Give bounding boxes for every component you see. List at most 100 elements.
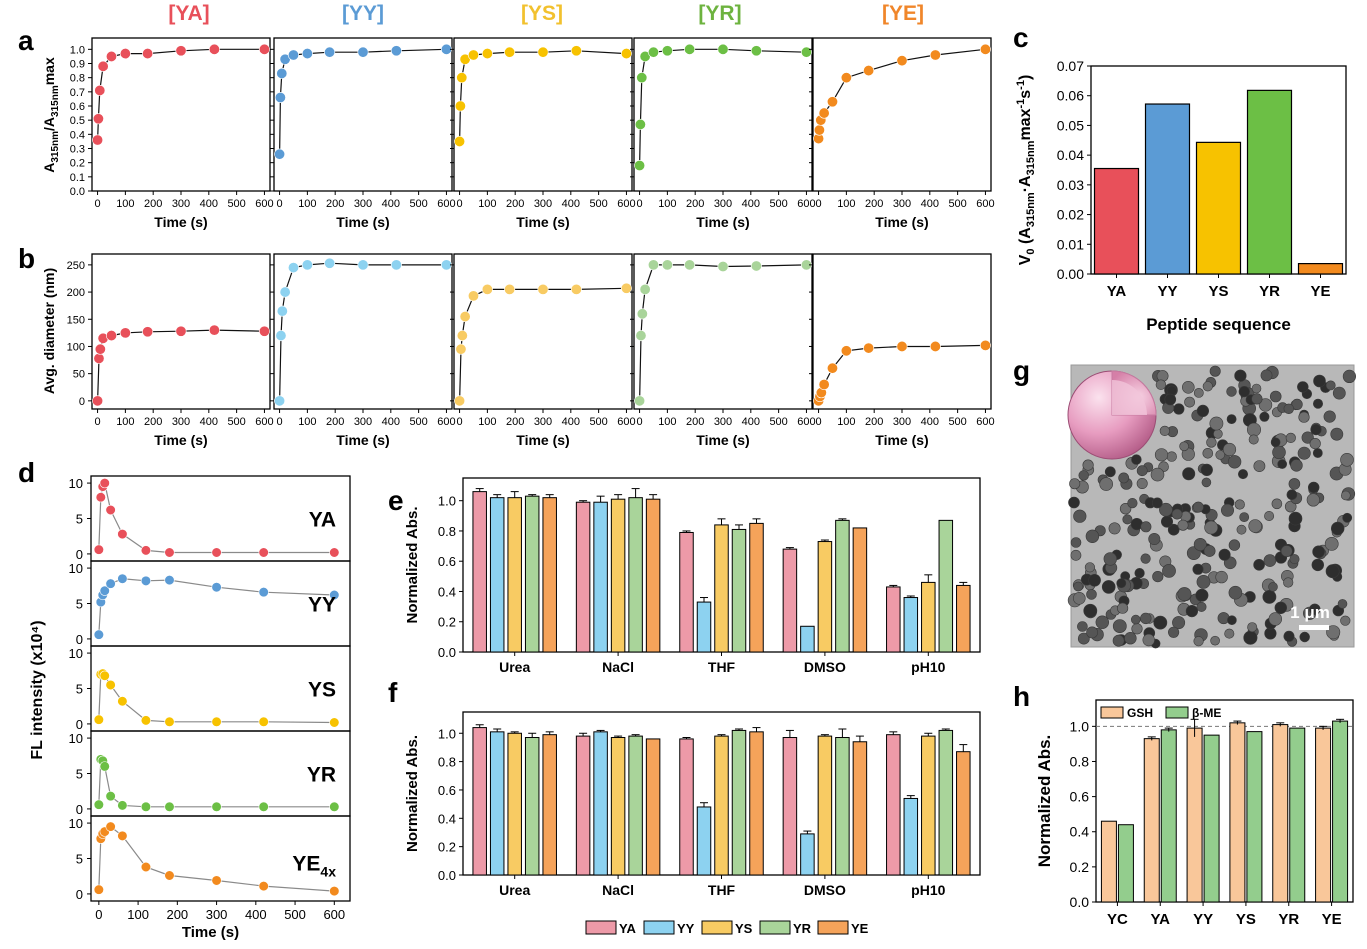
data-point (467, 290, 479, 302)
tem-particle (1337, 599, 1348, 609)
tem-particle (1298, 411, 1310, 423)
data-point (454, 100, 466, 112)
legend-label-ys: YS (735, 921, 753, 936)
tem-particle (1258, 398, 1273, 412)
data-point (717, 261, 729, 273)
bar-yr-ph10 (938, 729, 954, 876)
tem-particle (1262, 590, 1277, 604)
tem-particle (1228, 585, 1243, 600)
plot-frame (633, 37, 813, 192)
y-tick-label: 10 (69, 476, 83, 491)
tem-particle (1184, 396, 1195, 408)
tem-particle (1204, 520, 1219, 535)
tem-particle (1196, 404, 1209, 418)
x-tick-label: 600 (617, 198, 635, 210)
y-tick-label: 0.02 (1057, 207, 1084, 223)
tem-particle (1277, 459, 1287, 469)
y-tick-label: 0.1 (70, 172, 85, 184)
tem-particle (1095, 615, 1110, 629)
y-axis-label: FL intensity (x10⁴) (29, 620, 46, 759)
data-point (620, 48, 632, 60)
y-tick-label: 0.8 (438, 524, 456, 539)
fl-subplot-ya: 0 5 10 YA (69, 475, 351, 562)
bar-bme-yy (1203, 734, 1220, 903)
y-axis-label: Normalized Abs. (1035, 735, 1054, 868)
tem-particle (1131, 614, 1141, 625)
tem-particle (1086, 626, 1098, 639)
data-point (750, 45, 762, 57)
data-point (467, 49, 479, 61)
data-point (274, 148, 286, 160)
scale-bar-label: 1 μm (1290, 603, 1330, 622)
tem-particle (1202, 447, 1214, 459)
x-tick-label: 600 (323, 907, 345, 922)
y-axis-label-part: /A (41, 117, 57, 131)
y-tick-label: 1.0 (438, 726, 456, 741)
tem-particle (1116, 602, 1129, 614)
plot-frame (1095, 699, 1354, 903)
b-subplot-ya: 0 100 200 300 400 500 600 Time (s) 0 50 100 150 200 2… (67, 253, 274, 448)
tem-particle (1310, 424, 1322, 436)
tem-particle (1068, 496, 1080, 509)
fl-subplot-ys: 0 5 10 YS (69, 645, 351, 732)
tem-particle (1324, 537, 1339, 551)
data-point (979, 43, 991, 55)
data-point (636, 308, 648, 320)
tem-particle (1099, 477, 1113, 491)
tem-particle (1152, 570, 1164, 583)
bar-ye-nacl (645, 498, 661, 653)
data-point (140, 861, 152, 873)
data-point (93, 714, 104, 725)
series-label-text: YE (292, 853, 320, 876)
x-tick-label: 0 (816, 416, 822, 428)
data-point (863, 65, 875, 77)
y-tick-label: 5 (76, 597, 83, 612)
tem-particle (1108, 522, 1121, 535)
x-tick-label: 400 (562, 416, 580, 428)
x-tick-label: 0 (95, 416, 101, 428)
fit-curve (279, 262, 447, 401)
panel-label-c: c (1013, 22, 1029, 53)
tem-particle (1182, 380, 1195, 394)
data-point (274, 395, 286, 407)
data-point (258, 587, 269, 598)
x-tick-label: pH10 (911, 882, 945, 898)
data-point (208, 43, 220, 55)
data-point (99, 670, 110, 681)
panel-a-kinetics: 0 100 200 300 400 500 600 Time (s) 0.0 0.1 0.2 0.3 0… (41, 37, 995, 230)
x-tick-label: 100 (658, 198, 676, 210)
data-point (92, 134, 104, 146)
x-tick-label: 400 (382, 416, 400, 428)
data-point (164, 575, 175, 586)
data-point (813, 124, 825, 136)
data-point (164, 716, 175, 727)
tem-particle (1272, 445, 1286, 460)
x-tick-label: 200 (144, 198, 162, 210)
y-tick-label: 10 (69, 731, 83, 746)
x-tick-label: YY (1157, 283, 1177, 300)
x-axis-label: Peptide sequence (1146, 315, 1291, 334)
data-point (454, 395, 466, 407)
header-yr: [YR] (698, 2, 741, 25)
data-point (390, 45, 402, 57)
legend-swatch-gsh (1100, 706, 1124, 719)
bar-gsh-yy (1186, 727, 1203, 903)
data-point (620, 282, 632, 294)
x-tick-label: 600 (617, 416, 635, 428)
data-point (287, 49, 299, 61)
tem-particle (1290, 459, 1303, 472)
y-axis-label: Avg. diameter (nm) (41, 268, 57, 394)
tem-particle (1077, 621, 1088, 632)
x-tick-label: 500 (948, 198, 966, 210)
y-axis-label-part: 315nm (50, 131, 61, 163)
tem-particle (1085, 529, 1100, 543)
a-subplot-ye: 0 100 200 300 400 500 600 Time (s) (809, 37, 995, 230)
x-tick-label: 200 (506, 198, 524, 210)
y-tick-label: 0.04 (1057, 147, 1084, 163)
y-tick-label: 0.2 (70, 158, 85, 170)
tem-particle (1226, 414, 1237, 424)
data-point (140, 575, 152, 586)
tem-particle (1227, 455, 1242, 469)
tem-particle (1307, 481, 1320, 494)
tem-particle (1312, 545, 1325, 559)
